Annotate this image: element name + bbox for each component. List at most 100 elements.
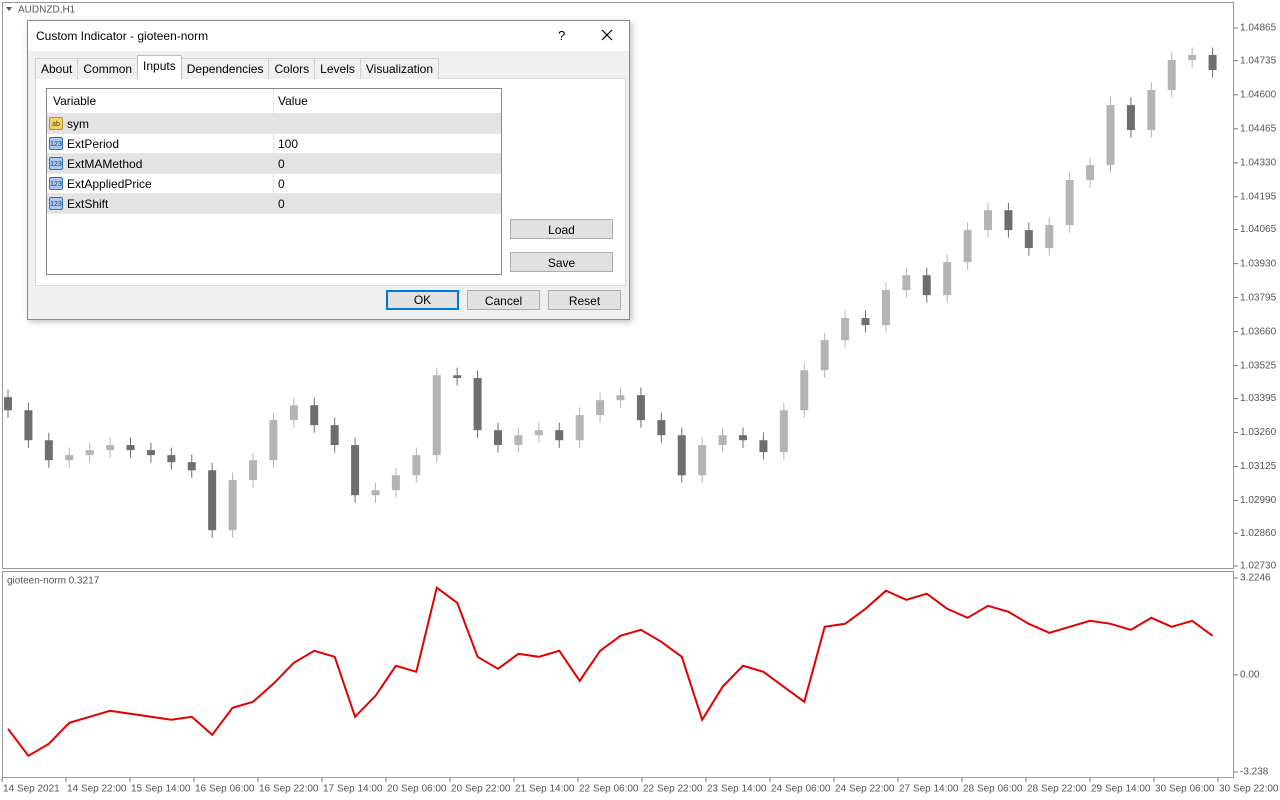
x-tick-label: 22 Sep 22:00 — [643, 784, 703, 795]
table-header: Variable Value — [47, 89, 501, 114]
x-tick-label: 30 Sep 22:00 — [1219, 784, 1279, 795]
x-tick-label: 14 Sep 2021 — [3, 784, 60, 795]
candle-body — [269, 420, 278, 461]
candle-body — [65, 455, 74, 461]
variable-name: sym — [67, 116, 89, 131]
candle-body — [208, 470, 217, 531]
indicator-dialog: Custom Indicator - gioteen-norm ? About C… — [27, 20, 630, 320]
candle-body — [677, 435, 686, 476]
candle-body — [759, 440, 768, 453]
tab[interactable]: Levels — [314, 58, 361, 79]
x-tick-label: 24 Sep 22:00 — [835, 784, 895, 795]
candle-body — [24, 410, 33, 441]
candle-body — [575, 415, 584, 441]
y-tick-label: 1.03660 — [1240, 326, 1277, 337]
candle-body — [1106, 105, 1115, 166]
candle-body — [1147, 89, 1156, 131]
x-tick-label: 14 Sep 22:00 — [67, 784, 127, 795]
candle-body — [146, 450, 155, 456]
type-icon: 123 — [49, 177, 63, 190]
candle-body — [534, 430, 543, 436]
ok-button[interactable]: OK — [386, 290, 459, 310]
load-button[interactable]: Load — [510, 219, 613, 239]
candle-body — [228, 480, 237, 531]
candle-body — [473, 378, 482, 431]
table-row[interactable]: 123 ExtMAMethod 0 — [47, 154, 501, 174]
y-tick-label: 1.02730 — [1240, 561, 1277, 572]
main-frame — [2, 2, 1234, 569]
close-button[interactable] — [601, 29, 613, 41]
candle-body — [718, 435, 727, 446]
candle-body — [514, 435, 523, 446]
y-tick-label: 1.04865 — [1240, 23, 1277, 34]
candle-body — [861, 318, 870, 326]
candle-body — [657, 420, 666, 436]
y-tick-label: 3.2246 — [1240, 573, 1271, 584]
y-tick-label: 1.04065 — [1240, 224, 1277, 235]
y-tick-label: -3.238 — [1240, 767, 1269, 778]
candle-body — [249, 460, 257, 481]
variable-cell: 123 ExtMAMethod — [47, 154, 274, 173]
candle-body — [596, 400, 605, 416]
table-row[interactable]: 123 ExtPeriod 100 — [47, 134, 501, 154]
x-tick-label: 23 Sep 14:00 — [707, 784, 767, 795]
tab[interactable]: About — [35, 58, 79, 79]
candle-body — [494, 430, 502, 446]
tab[interactable]: Common — [77, 58, 139, 79]
candle-body — [432, 375, 441, 456]
type-icon: 123 — [49, 197, 63, 210]
y-tick-label: 1.03525 — [1240, 360, 1277, 371]
candle-body — [289, 405, 298, 421]
candle-body — [167, 455, 176, 463]
table-body: ab sym 123 ExtPeriod 100 123 ExtMAMethod 0 123 Ex… — [47, 114, 501, 214]
value-cell: 100 — [278, 137, 299, 151]
value-cell: 0 — [278, 197, 285, 211]
x-tick-label: 20 Sep 06:00 — [387, 784, 447, 795]
reset-button[interactable]: Reset — [548, 290, 621, 310]
tab[interactable]: Inputs — [137, 55, 182, 79]
tab[interactable]: Dependencies — [180, 58, 270, 79]
candle-body — [1167, 60, 1176, 90]
y-tick-label: 1.02860 — [1240, 528, 1277, 539]
y-tick-label: 0.00 — [1240, 669, 1260, 680]
save-button[interactable]: Save — [510, 252, 613, 272]
tab[interactable]: Colors — [268, 58, 316, 79]
candle-body — [1086, 165, 1095, 180]
candle-body — [616, 395, 625, 401]
table-row[interactable]: 123 ExtAppliedPrice 0 — [47, 174, 501, 194]
indicator-line — [7, 586, 1214, 758]
table-row[interactable]: 123 ExtShift 0 — [47, 194, 501, 214]
cancel-button[interactable]: Cancel — [467, 290, 540, 310]
y-tick-label: 1.03395 — [1240, 393, 1277, 404]
y-tick-label: 1.04195 — [1240, 191, 1277, 202]
type-icon: 123 — [49, 137, 63, 150]
candle-body — [330, 425, 339, 446]
candle-body — [881, 290, 890, 326]
variable-cell: 123 ExtAppliedPrice — [47, 174, 274, 193]
candle-body — [841, 318, 850, 341]
tab[interactable]: Visualization — [359, 58, 440, 79]
candle-body — [1188, 54, 1197, 61]
x-tick-label: 15 Sep 14:00 — [131, 784, 191, 795]
x-tick-label: 28 Sep 22:00 — [1027, 784, 1087, 795]
y-tick-label: 1.03260 — [1240, 427, 1277, 438]
candle-body — [187, 462, 196, 471]
candle-body — [391, 475, 400, 491]
candle-body — [820, 340, 829, 371]
candle-body — [902, 275, 911, 291]
candle-body — [310, 405, 319, 426]
candle-body — [800, 370, 809, 411]
x-tick-label: 24 Sep 06:00 — [771, 784, 831, 795]
indicator-label: gioteen-norm 0.3217 — [7, 576, 100, 587]
candle-body — [1004, 210, 1013, 231]
title-bar: Custom Indicator - gioteen-norm ? — [28, 21, 629, 51]
header-cell: Variable — [47, 89, 274, 113]
indicator-frame — [2, 571, 1234, 778]
table-row[interactable]: ab sym — [47, 114, 501, 134]
candle-body — [1208, 54, 1217, 71]
candle-body — [1045, 225, 1054, 248]
candle-body — [4, 397, 12, 411]
header-cell: Value — [278, 94, 308, 108]
help-button[interactable]: ? — [558, 28, 566, 43]
